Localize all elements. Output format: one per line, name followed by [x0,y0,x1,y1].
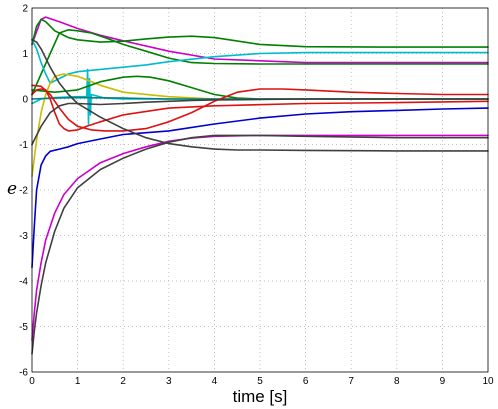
x-tick-label: 4 [212,376,218,387]
series-line-1 [31,16,489,64]
x-tick-label: 0 [29,376,35,387]
series-layer [31,16,489,355]
y-tick-label: -4 [19,277,28,288]
x-tick-label: 2 [120,376,126,387]
series-line-10 [31,84,489,132]
y-tick-label: 0 [22,95,28,106]
series-line-14 [31,38,489,152]
y-tick-label: 2 [22,4,28,15]
y-tick-label: -6 [19,368,28,379]
x-tick-label: 8 [394,376,400,387]
x-tick-label: 1 [75,376,81,387]
y-tick-label: 1 [22,49,28,60]
series-line-11 [31,107,489,269]
x-tick-label: 5 [257,376,263,387]
x-axis-label: time [s] [233,387,288,406]
y-axis-label: e [7,179,17,199]
y-tick-label: -2 [19,186,28,197]
series-line-2 [31,18,489,48]
y-tick-label: -5 [19,322,28,333]
series-line-12 [31,134,489,341]
y-tick-label: -3 [19,231,28,242]
series-line-6 [31,73,489,178]
x-tick-label: 6 [303,376,309,387]
x-tick-label: 3 [166,376,172,387]
series-line-7 [31,75,489,100]
tick-labels: 0 1 2 3 4 5 6 7 8 9 10 -6 -5 -4 -3 -2 -1 0 1 2 [19,4,494,388]
plot-frame [31,7,489,373]
y-tick-label: -1 [19,140,28,151]
x-tick-label: 10 [482,376,494,387]
series-line-13 [31,134,489,355]
x-tick-label: 9 [440,376,446,387]
series-line-3 [31,28,489,96]
series-line-4 [31,38,489,84]
x-tick-label: 7 [348,376,354,387]
series-line-15 [31,98,489,146]
